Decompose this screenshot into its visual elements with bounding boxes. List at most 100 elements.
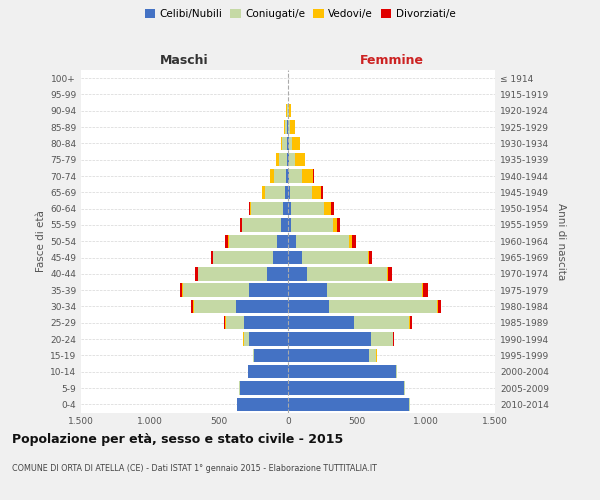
Bar xyxy=(251,202,283,215)
Bar xyxy=(312,186,322,199)
Bar xyxy=(409,398,410,411)
Bar xyxy=(288,284,326,297)
Bar xyxy=(248,365,288,378)
Bar xyxy=(326,284,422,297)
Legend: Celibi/Nubili, Coniugati/e, Vedovi/e, Divorziati/e: Celibi/Nubili, Coniugati/e, Vedovi/e, Di… xyxy=(140,5,460,24)
Bar xyxy=(371,332,393,346)
Bar xyxy=(288,267,307,280)
Bar xyxy=(179,284,182,297)
Bar xyxy=(287,104,288,118)
Bar xyxy=(183,284,250,297)
Y-axis label: Anni di nascita: Anni di nascita xyxy=(556,202,566,280)
Bar xyxy=(395,365,397,378)
Bar xyxy=(291,202,324,215)
Bar xyxy=(324,202,331,215)
Bar xyxy=(214,251,273,264)
Y-axis label: Fasce di età: Fasce di età xyxy=(36,210,46,272)
Bar xyxy=(284,120,287,134)
Bar xyxy=(288,332,371,346)
Bar xyxy=(224,316,225,330)
Bar xyxy=(287,136,288,150)
Bar xyxy=(423,284,428,297)
Bar xyxy=(292,136,300,150)
Bar xyxy=(322,186,323,199)
Bar xyxy=(244,332,250,346)
Bar xyxy=(265,186,285,199)
Text: Popolazione per età, sesso e stato civile - 2015: Popolazione per età, sesso e stato civil… xyxy=(12,432,343,446)
Bar xyxy=(288,382,404,394)
Bar xyxy=(410,316,412,330)
Bar xyxy=(352,234,356,248)
Bar xyxy=(288,186,290,199)
Bar xyxy=(289,104,291,118)
Bar xyxy=(289,120,290,134)
Bar xyxy=(370,251,372,264)
Bar xyxy=(368,251,370,264)
Bar xyxy=(193,300,194,313)
Bar xyxy=(225,316,226,330)
Bar xyxy=(250,332,288,346)
Bar xyxy=(283,136,287,150)
Bar xyxy=(349,234,352,248)
Bar xyxy=(288,136,289,150)
Bar xyxy=(290,186,312,199)
Bar xyxy=(286,170,288,182)
Bar xyxy=(288,104,289,118)
Bar xyxy=(253,348,254,362)
Bar xyxy=(288,365,395,378)
Bar xyxy=(302,251,368,264)
Bar xyxy=(236,300,288,313)
Bar xyxy=(288,234,296,248)
Bar xyxy=(370,348,376,362)
Bar xyxy=(437,300,438,313)
Bar xyxy=(331,202,334,215)
Bar xyxy=(211,251,213,264)
Bar xyxy=(290,120,295,134)
Bar xyxy=(288,398,409,411)
Bar xyxy=(388,267,392,280)
Bar xyxy=(198,267,268,280)
Text: Maschi: Maschi xyxy=(160,54,209,68)
Bar xyxy=(262,186,265,199)
Bar xyxy=(337,218,340,232)
Bar xyxy=(288,251,302,264)
Bar xyxy=(409,316,410,330)
Bar xyxy=(274,170,286,182)
Bar xyxy=(289,153,295,166)
Bar xyxy=(333,218,337,232)
Bar xyxy=(285,186,288,199)
Bar xyxy=(268,267,288,280)
Bar xyxy=(289,136,292,150)
Bar xyxy=(281,136,283,150)
Bar xyxy=(248,202,250,215)
Bar xyxy=(229,234,277,248)
Bar xyxy=(242,218,281,232)
Bar xyxy=(226,316,244,330)
Bar xyxy=(422,284,423,297)
Bar xyxy=(277,234,288,248)
Bar xyxy=(237,398,288,411)
Bar xyxy=(288,316,354,330)
Bar xyxy=(302,170,313,182)
Bar xyxy=(307,267,388,280)
Bar xyxy=(354,316,409,330)
Bar xyxy=(295,153,305,166)
Bar xyxy=(289,170,302,182)
Bar xyxy=(195,267,198,280)
Text: Femmine: Femmine xyxy=(359,54,424,68)
Bar xyxy=(271,170,274,182)
Bar xyxy=(288,170,289,182)
Bar xyxy=(240,218,242,232)
Bar xyxy=(182,284,183,297)
Bar xyxy=(191,300,193,313)
Bar xyxy=(228,234,229,248)
Bar xyxy=(438,300,441,313)
Bar xyxy=(288,300,329,313)
Bar xyxy=(288,218,292,232)
Bar xyxy=(276,153,278,166)
Bar xyxy=(273,251,288,264)
Bar xyxy=(329,300,437,313)
Bar xyxy=(292,218,333,232)
Bar xyxy=(288,202,291,215)
Bar xyxy=(250,202,251,215)
